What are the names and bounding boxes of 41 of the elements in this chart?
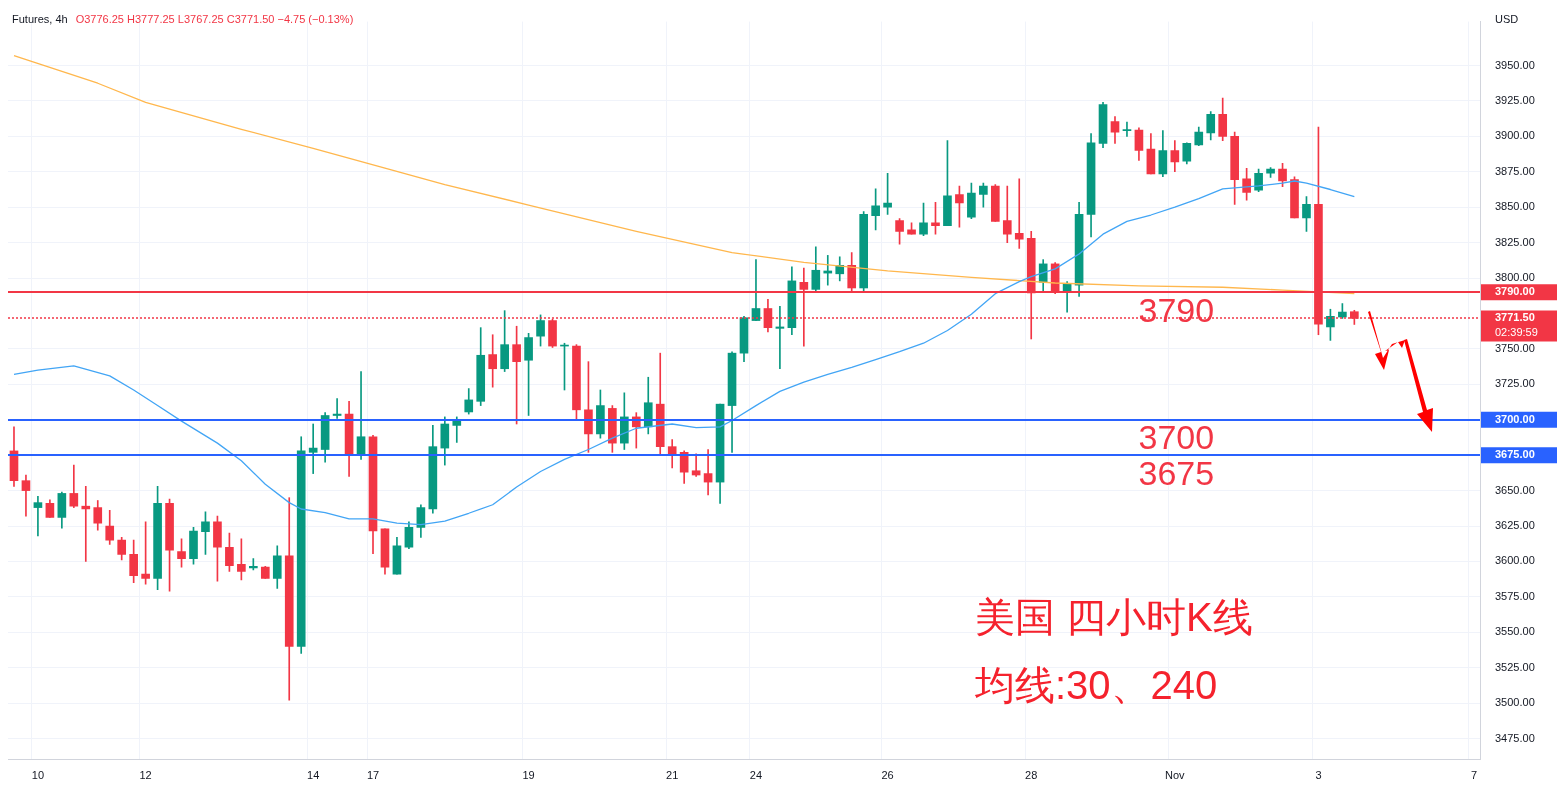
y-tick-label: 3500.00 — [1495, 696, 1535, 709]
text: 02:39:59 — [1495, 326, 1538, 339]
y-tick-label: 3575.00 — [1495, 589, 1535, 602]
x-tick-label: 14 — [307, 769, 320, 782]
ref-line-label: 3790.00 — [1495, 285, 1535, 298]
y-tick-label: 3750.00 — [1495, 341, 1535, 354]
y-tick-label: 3825.00 — [1495, 235, 1535, 248]
y-tick-label: 3525.00 — [1495, 660, 1535, 673]
ref-line-label: 3771.50 — [1495, 311, 1535, 324]
x-tick-label: 3 — [1315, 769, 1322, 782]
ref-line-label: 3700.00 — [1495, 412, 1535, 425]
y-tick-label: 3875.00 — [1495, 164, 1535, 177]
x-tick-label: 28 — [1025, 769, 1038, 782]
y-tick-label: 3925.00 — [1495, 93, 1535, 106]
x-tick-label: 10 — [31, 769, 45, 782]
x-tick-label: 7 — [1470, 769, 1478, 782]
chart-title: Futures, 4h — [12, 13, 68, 26]
y-tick-label: 3800.00 — [1495, 271, 1535, 284]
y-tick-label: 3725.00 — [1495, 377, 1535, 390]
annotation: 美国 四小时K线 — [975, 595, 1253, 640]
y-tick-label: 3850.00 — [1495, 200, 1535, 213]
annotation: 3790 — [1138, 290, 1215, 329]
y-tick-label: 3550.00 — [1495, 625, 1535, 638]
y-tick-label: 3950.00 — [1495, 58, 1535, 71]
x-tick-label: Nov — [1165, 769, 1186, 782]
y-tick-label: 3625.00 — [1495, 519, 1535, 532]
y-tick-label: 3650.00 — [1495, 483, 1535, 496]
candlestick — [260, 566, 270, 579]
x-tick-label: 12 — [139, 769, 152, 782]
x-tick-label: 17 — [366, 769, 380, 782]
y-tick-label: 3600.00 — [1495, 554, 1535, 567]
y-tick-label: 3900.00 — [1495, 129, 1535, 142]
y-tick-label: 3475.00 — [1495, 731, 1535, 744]
x-tick-label: 21 — [666, 769, 679, 782]
x-tick-label: 26 — [881, 769, 894, 782]
y-axis-title: USD — [1495, 13, 1519, 26]
annotation: O3776.25 H3777.25 L3767.25 C3771.50 −4.75 (−0.13%) — [75, 13, 354, 26]
ref-line-label: 3675.00 — [1495, 448, 1535, 461]
x-tick-label: 24 — [749, 769, 763, 782]
x-tick-label: 19 — [522, 769, 535, 782]
annotation: 均线:30、240 — [974, 663, 1218, 708]
